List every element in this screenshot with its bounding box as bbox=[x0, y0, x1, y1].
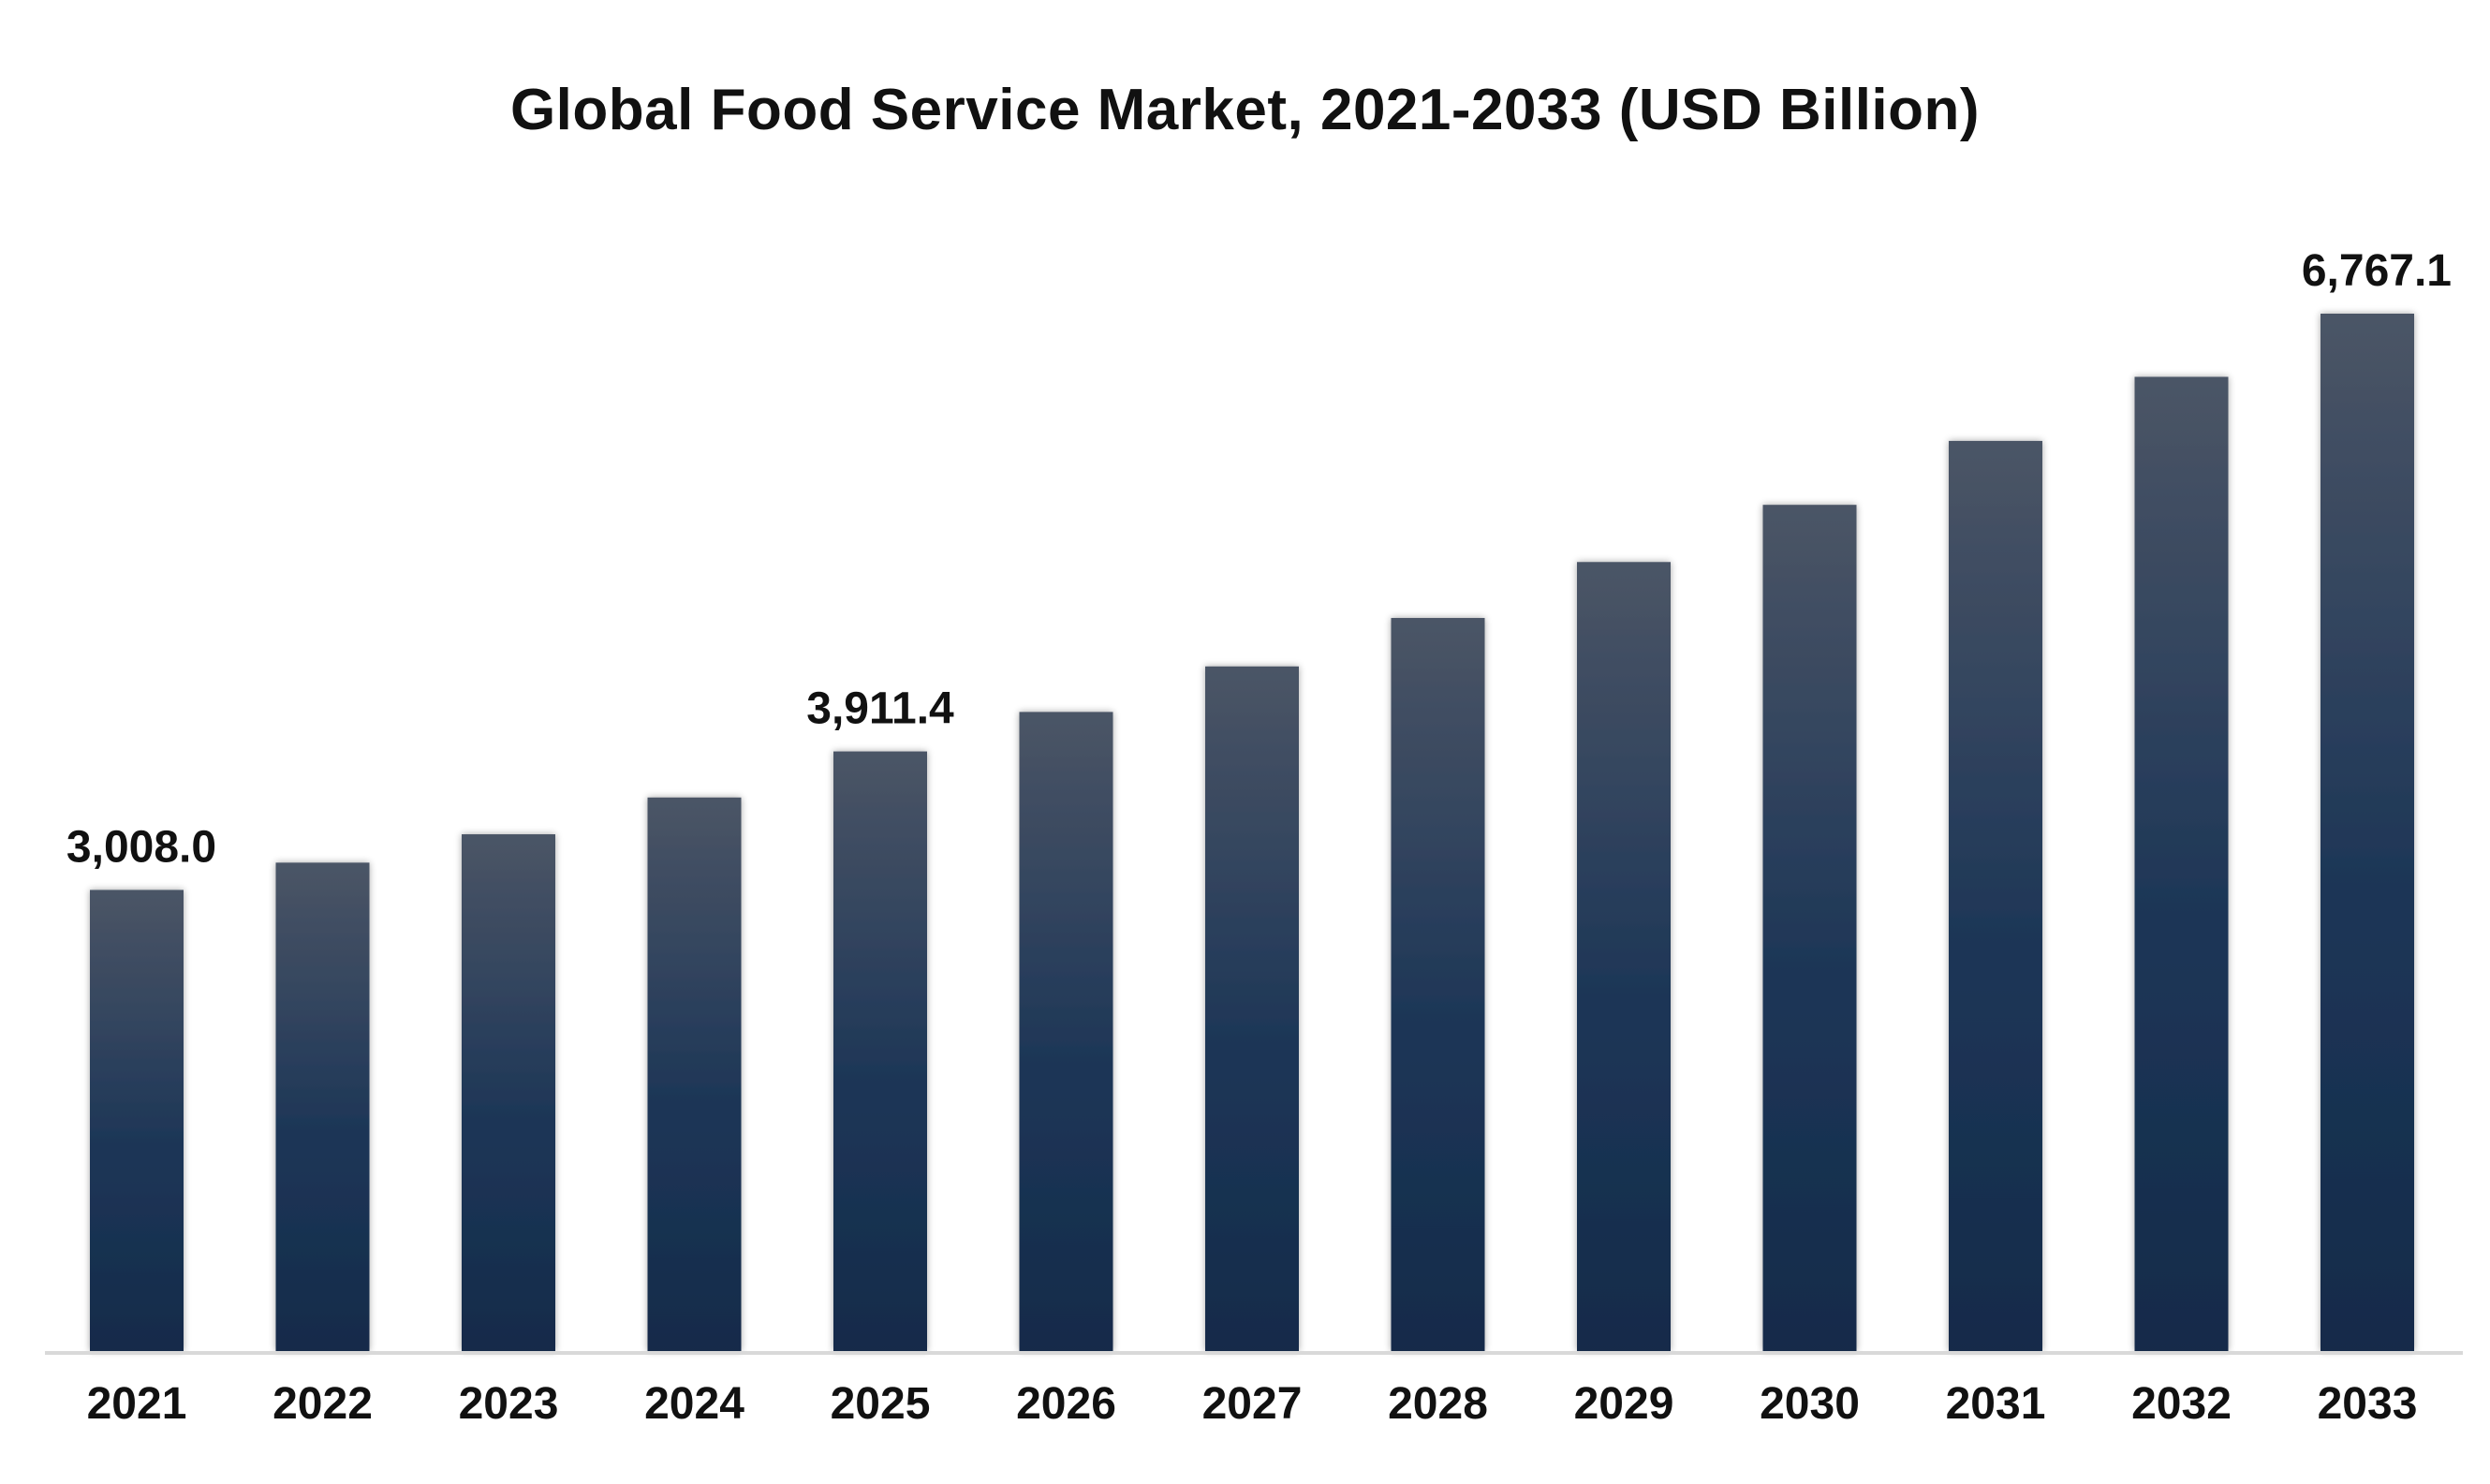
x-tick-2025: 2025 bbox=[831, 1379, 931, 1429]
data-label-2021: 3,008.0 bbox=[66, 822, 216, 872]
x-tick-2028: 2028 bbox=[1388, 1379, 1488, 1429]
bar-2024 bbox=[647, 797, 742, 1351]
bar-2023 bbox=[462, 834, 555, 1351]
data-label-2025: 3,911.4 bbox=[806, 684, 954, 734]
x-tick-2027: 2027 bbox=[1202, 1379, 1303, 1429]
data-labels-layer: 3,008.0 3,911.4 6,767.1 bbox=[66, 246, 2452, 872]
x-tick-2032: 2032 bbox=[2131, 1379, 2232, 1429]
bar-2033 bbox=[2321, 314, 2414, 1351]
bars-layer bbox=[90, 314, 2414, 1352]
x-tick-2023: 2023 bbox=[459, 1379, 559, 1429]
bar-2032 bbox=[2134, 376, 2229, 1352]
bar-2031 bbox=[1949, 440, 2042, 1352]
bar-2028 bbox=[1391, 618, 1485, 1351]
bar-2022 bbox=[275, 862, 370, 1351]
bar-2029 bbox=[1577, 562, 1671, 1351]
data-label-2033: 6,767.1 bbox=[2302, 246, 2452, 296]
x-tick-2033: 2033 bbox=[2318, 1379, 2418, 1429]
x-axis-ticks: 2021 2022 2023 2024 2025 2026 2027 2028 2029 2030… bbox=[87, 1379, 2418, 1429]
bar-2030 bbox=[1762, 505, 1857, 1351]
bar-2021 bbox=[90, 889, 184, 1351]
x-tick-2022: 2022 bbox=[273, 1379, 373, 1429]
bar-2025 bbox=[833, 751, 927, 1351]
chart-title: Global Food Service Market, 2021-2033 (U… bbox=[509, 78, 1981, 142]
x-tick-2024: 2024 bbox=[644, 1379, 744, 1429]
bar-2026 bbox=[1019, 712, 1113, 1351]
x-tick-2021: 2021 bbox=[87, 1379, 187, 1429]
x-tick-2029: 2029 bbox=[1574, 1379, 1674, 1429]
bar-2027 bbox=[1205, 666, 1299, 1351]
x-tick-2026: 2026 bbox=[1016, 1379, 1116, 1429]
x-tick-2030: 2030 bbox=[1760, 1379, 1860, 1429]
x-tick-2031: 2031 bbox=[1946, 1379, 2046, 1429]
